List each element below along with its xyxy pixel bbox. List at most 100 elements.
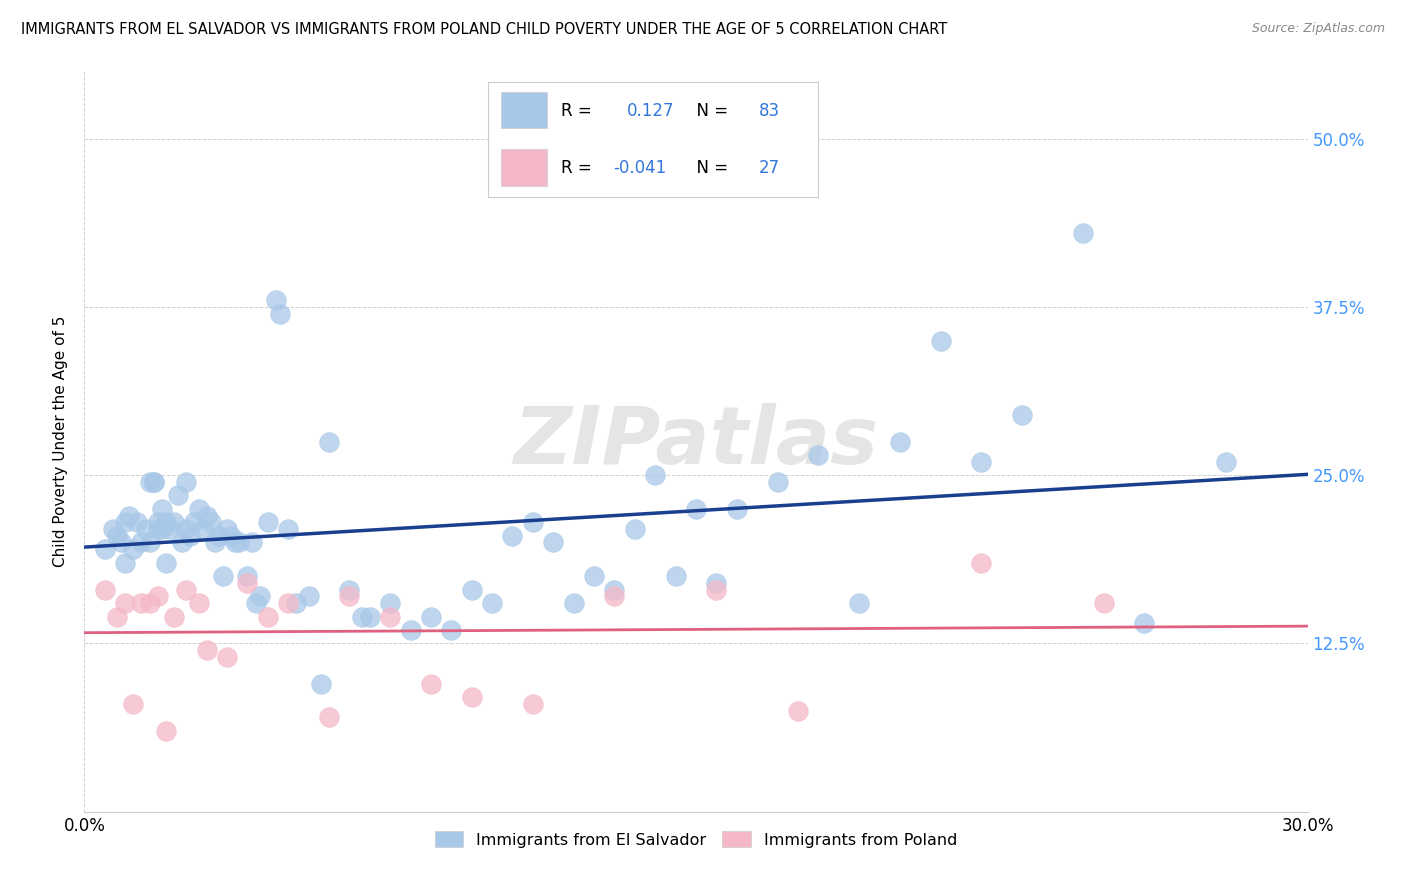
Point — [131, 596, 153, 610]
Point — [277, 596, 299, 610]
Point — [339, 582, 361, 597]
Point — [224, 535, 246, 549]
Point — [848, 596, 870, 610]
Point — [1215, 455, 1237, 469]
Point — [138, 475, 160, 489]
Point — [240, 535, 263, 549]
Point — [127, 516, 149, 530]
Point — [929, 334, 952, 348]
Point — [1133, 616, 1156, 631]
Point — [380, 596, 402, 610]
Point — [114, 516, 136, 530]
Point — [889, 434, 911, 449]
Point — [706, 582, 728, 597]
Y-axis label: Child Poverty Under the Age of 5: Child Poverty Under the Age of 5 — [53, 316, 69, 567]
Point — [236, 569, 259, 583]
Point — [603, 590, 626, 604]
Point — [1011, 408, 1033, 422]
Point — [146, 522, 169, 536]
Text: IMMIGRANTS FROM EL SALVADOR VS IMMIGRANTS FROM POLAND CHILD POVERTY UNDER THE AG: IMMIGRANTS FROM EL SALVADOR VS IMMIGRANT… — [21, 22, 948, 37]
Point — [212, 569, 235, 583]
Point — [644, 468, 666, 483]
Point — [138, 535, 160, 549]
Point — [118, 508, 141, 523]
Point — [110, 535, 132, 549]
Point — [135, 522, 157, 536]
Point — [685, 501, 707, 516]
Point — [101, 522, 124, 536]
Point — [807, 448, 830, 462]
Point — [93, 582, 115, 597]
Point — [105, 609, 128, 624]
Point — [624, 522, 647, 536]
Point — [236, 575, 259, 590]
Point — [155, 516, 177, 530]
Point — [277, 522, 299, 536]
Point — [440, 623, 463, 637]
Point — [187, 596, 209, 610]
Point — [787, 704, 810, 718]
Point — [191, 522, 214, 536]
Point — [142, 475, 165, 489]
Point — [174, 475, 197, 489]
Point — [522, 697, 544, 711]
Text: Source: ZipAtlas.com: Source: ZipAtlas.com — [1251, 22, 1385, 36]
Point — [187, 501, 209, 516]
Point — [399, 623, 422, 637]
Point — [105, 529, 128, 543]
Point — [155, 556, 177, 570]
Point — [172, 535, 194, 549]
Point — [970, 556, 993, 570]
Point — [150, 522, 173, 536]
Point — [380, 609, 402, 624]
Point — [183, 516, 205, 530]
Text: ZIPatlas: ZIPatlas — [513, 402, 879, 481]
Point — [461, 690, 484, 705]
Point — [285, 596, 308, 610]
Point — [269, 307, 291, 321]
Point — [163, 516, 186, 530]
Point — [219, 529, 242, 543]
Point — [146, 590, 169, 604]
Point — [122, 542, 145, 557]
Point — [766, 475, 789, 489]
Point — [122, 697, 145, 711]
Point — [217, 649, 239, 664]
Legend: Immigrants from El Salvador, Immigrants from Poland: Immigrants from El Salvador, Immigrants … — [426, 823, 966, 855]
Point — [562, 596, 585, 610]
Point — [583, 569, 606, 583]
Point — [543, 535, 565, 549]
Point — [174, 582, 197, 597]
Point — [200, 516, 222, 530]
Point — [114, 556, 136, 570]
Point — [167, 488, 190, 502]
Point — [309, 677, 332, 691]
Point — [461, 582, 484, 597]
Point — [350, 609, 373, 624]
Point — [155, 723, 177, 738]
Point — [481, 596, 503, 610]
Point — [245, 596, 267, 610]
Point — [204, 535, 226, 549]
Point — [179, 529, 201, 543]
Point — [318, 710, 340, 724]
Point — [257, 516, 280, 530]
Point — [522, 516, 544, 530]
Point — [138, 596, 160, 610]
Point — [264, 293, 287, 308]
Point — [174, 522, 197, 536]
Point — [146, 516, 169, 530]
Point — [217, 522, 239, 536]
Point — [228, 535, 250, 549]
Point — [195, 643, 218, 657]
Point — [93, 542, 115, 557]
Point — [420, 609, 443, 624]
Point — [970, 455, 993, 469]
Point — [603, 582, 626, 597]
Point — [359, 609, 381, 624]
Point — [706, 575, 728, 590]
Point — [150, 501, 173, 516]
Point — [1073, 226, 1095, 240]
Point — [502, 529, 524, 543]
Point — [298, 590, 321, 604]
